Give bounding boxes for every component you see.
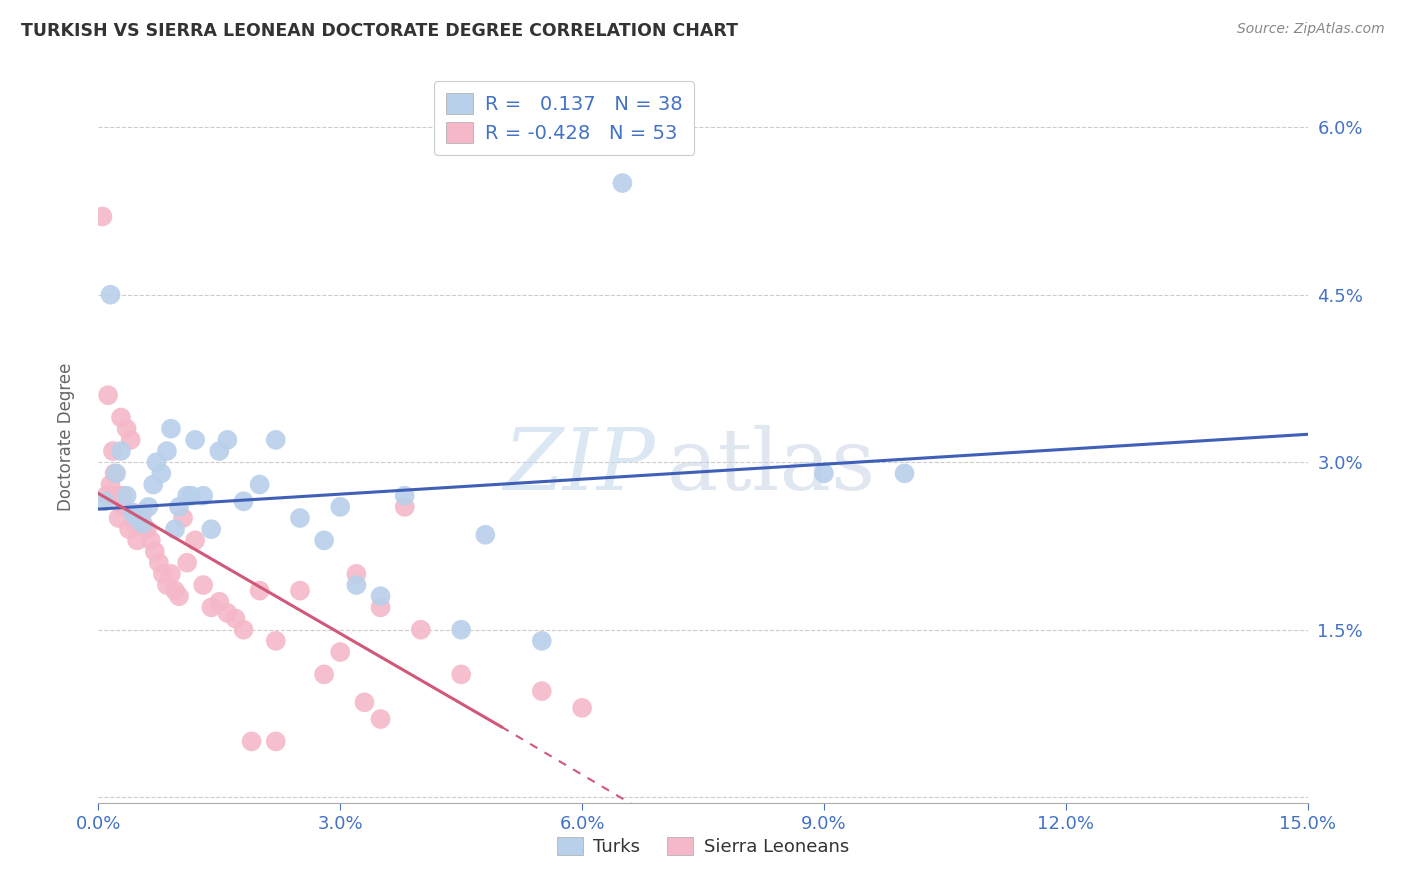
Point [193, 489, 215, 503]
Point [329, 500, 352, 514]
Point [156, 578, 179, 592]
Text: atlas: atlas [666, 425, 876, 508]
Point [409, 623, 432, 637]
Point [100, 477, 122, 491]
Point [160, 422, 183, 436]
Point [127, 533, 149, 548]
Point [232, 494, 254, 508]
Point [103, 467, 125, 481]
Point [217, 433, 239, 447]
Point [200, 522, 222, 536]
Point [329, 645, 352, 659]
Point [118, 522, 141, 536]
Point [314, 533, 336, 548]
Point [128, 511, 150, 525]
Point [208, 444, 231, 458]
Point [115, 422, 138, 436]
Point [474, 528, 496, 542]
Point [138, 500, 160, 514]
Point [240, 734, 263, 748]
Point [145, 455, 167, 469]
Point [370, 600, 392, 615]
Point [217, 606, 239, 620]
Point [394, 500, 416, 514]
Text: Source: ZipAtlas.com: Source: ZipAtlas.com [1237, 22, 1385, 37]
Point [105, 489, 128, 503]
Y-axis label: Doctorate Degree: Doctorate Degree [56, 363, 75, 511]
Point [193, 578, 215, 592]
Point [184, 533, 207, 548]
Point [167, 589, 190, 603]
Text: TURKISH VS SIERRA LEONEAN DOCTORATE DEGREE CORRELATION CHART: TURKISH VS SIERRA LEONEAN DOCTORATE DEGR… [21, 22, 738, 40]
Point [394, 489, 416, 503]
Point [264, 433, 287, 447]
Point [135, 522, 157, 536]
Point [249, 583, 271, 598]
Point [96, 489, 118, 503]
Point [100, 287, 122, 301]
Point [152, 566, 174, 581]
Point [288, 583, 311, 598]
Point [288, 511, 311, 525]
Point [163, 583, 186, 598]
Point [120, 433, 142, 447]
Legend: R =   0.137   N = 38, R = -0.428   N = 53: R = 0.137 N = 38, R = -0.428 N = 53 [434, 81, 695, 154]
Point [111, 489, 134, 503]
Point [156, 444, 179, 458]
Point [115, 489, 138, 503]
Point [344, 578, 367, 592]
Point [264, 633, 287, 648]
Point [530, 684, 553, 698]
Point [127, 511, 149, 525]
Point [224, 611, 246, 625]
Point [208, 595, 231, 609]
Point [143, 544, 166, 558]
Point [97, 388, 120, 402]
Point [813, 467, 835, 481]
Text: ZIP: ZIP [503, 425, 655, 508]
Point [150, 467, 173, 481]
Point [893, 467, 915, 481]
Point [172, 511, 194, 525]
Point [176, 556, 198, 570]
Point [176, 489, 198, 503]
Point [184, 433, 207, 447]
Point [148, 556, 170, 570]
Point [142, 477, 165, 491]
Point [139, 533, 162, 548]
Point [167, 500, 190, 514]
Point [571, 701, 593, 715]
Point [450, 667, 472, 681]
Point [121, 506, 143, 520]
Point [105, 467, 128, 481]
Point [612, 176, 634, 190]
Point [264, 734, 287, 748]
Point [249, 477, 271, 491]
Point [107, 511, 129, 525]
Point [200, 600, 222, 615]
Point [370, 589, 392, 603]
Point [180, 489, 202, 503]
Point [344, 566, 367, 581]
Point [110, 444, 132, 458]
Point [160, 566, 183, 581]
Point [132, 506, 155, 520]
Point [112, 500, 135, 514]
Point [530, 633, 553, 648]
Point [101, 444, 124, 458]
Point [91, 210, 114, 224]
Point [94, 494, 117, 508]
Point [124, 516, 146, 531]
Point [163, 522, 186, 536]
Point [450, 623, 472, 637]
Point [370, 712, 392, 726]
Point [110, 410, 132, 425]
Point [121, 506, 143, 520]
Point [132, 516, 155, 531]
Point [232, 623, 254, 637]
Point [314, 667, 336, 681]
Point [353, 695, 375, 709]
